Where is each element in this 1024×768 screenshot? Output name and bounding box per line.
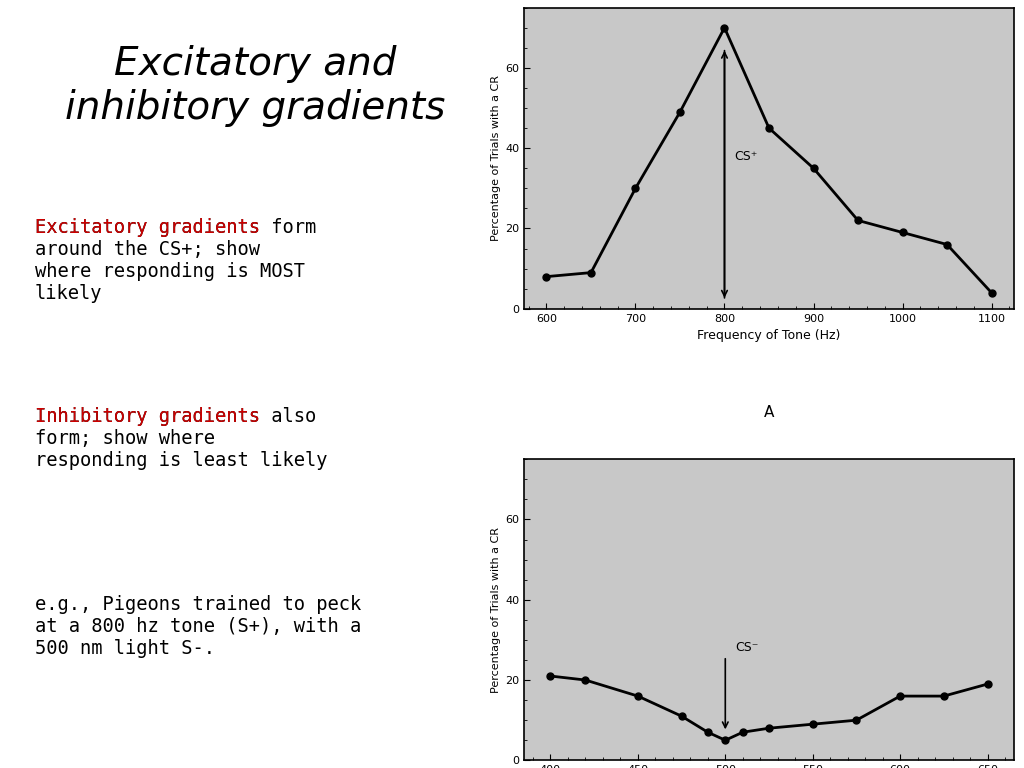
Y-axis label: Percentage of Trials with a CR: Percentage of Trials with a CR <box>492 75 501 241</box>
Text: Excitatory and
inhibitory gradients: Excitatory and inhibitory gradients <box>65 45 445 127</box>
Text: A: A <box>764 405 774 420</box>
X-axis label: Frequency of Tone (Hz): Frequency of Tone (Hz) <box>697 329 841 343</box>
Text: e.g., Pigeons trained to peck
at a 800 hz tone (S+), with a
500 nm light S-.: e.g., Pigeons trained to peck at a 800 h… <box>35 594 361 657</box>
Text: Excitatory gradients: Excitatory gradients <box>35 218 260 237</box>
Text: Excitatory gradients form
around the CS+; show
where responding is MOST
likely: Excitatory gradients form around the CS+… <box>35 218 316 303</box>
Text: CS⁺: CS⁺ <box>734 150 758 163</box>
Text: CS⁻: CS⁻ <box>735 641 759 654</box>
Y-axis label: Percentage of Trials with a CR: Percentage of Trials with a CR <box>492 527 501 693</box>
Text: Inhibitory gradients also
form; show where
responding is least likely: Inhibitory gradients also form; show whe… <box>35 406 328 469</box>
Text: Inhibitory gradients: Inhibitory gradients <box>35 406 260 425</box>
